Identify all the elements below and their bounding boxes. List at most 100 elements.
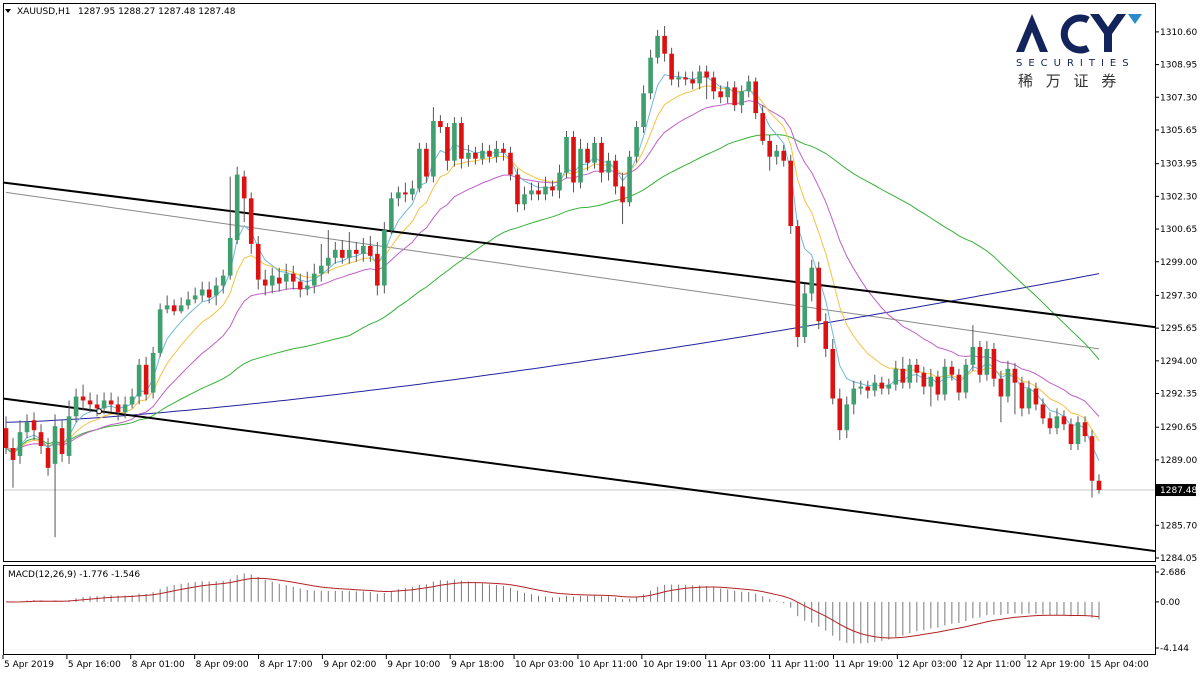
time-tick-label: 12 Apr 19:00: [1026, 660, 1085, 670]
candle-body: [662, 35, 667, 54]
candle-body: [760, 113, 765, 141]
candle-body: [781, 150, 787, 161]
price-tick-label: 1303.95: [1160, 160, 1197, 170]
candle-body: [24, 422, 30, 433]
time-tick-label: 10 Apr 19:00: [643, 660, 702, 670]
candle-body: [101, 400, 107, 409]
candle-body: [515, 174, 520, 205]
candle-body: [543, 186, 548, 195]
candle-body: [1005, 368, 1011, 397]
candle-body: [928, 376, 934, 387]
ema10-line: [5, 85, 1100, 451]
candle-body: [851, 388, 857, 405]
candle-body: [914, 364, 920, 373]
candle-body: [704, 71, 709, 78]
candle-body: [150, 352, 156, 393]
time-tick-label: 10 Apr 11:00: [579, 660, 638, 670]
candle-body: [318, 265, 324, 274]
candle-body: [501, 148, 506, 153]
candle-body: [634, 127, 639, 157]
candle-body: [262, 279, 268, 286]
candle-body: [10, 448, 16, 460]
candle-body: [1068, 424, 1074, 445]
candle-body: [522, 194, 527, 205]
candle-body: [87, 400, 93, 405]
time-tick-label: 9 Apr 10:00: [387, 660, 440, 670]
candle-body: [1040, 404, 1046, 419]
candle-body: [255, 243, 261, 280]
candle-body: [431, 121, 436, 177]
candle-body: [823, 321, 829, 349]
candle-body: [382, 230, 387, 286]
candle-body: [557, 172, 562, 191]
candle-body: [571, 136, 576, 183]
candle-body: [893, 368, 899, 385]
candle-body: [1082, 422, 1088, 437]
candle-body: [627, 156, 632, 203]
candle-body: [1054, 416, 1060, 429]
candle-body: [1019, 382, 1025, 409]
candle-body: [998, 378, 1004, 397]
candle-body: [746, 81, 751, 92]
candle-body: [599, 142, 604, 173]
candle-body: [564, 136, 569, 173]
candle-body: [234, 174, 240, 240]
candle-body: [578, 148, 583, 183]
candle-body: [613, 160, 618, 187]
candle-body: [389, 198, 394, 231]
candle-body: [354, 249, 359, 254]
candle-body: [690, 79, 695, 84]
candle-body: [550, 186, 555, 191]
price-tick-label: 1289.00: [1160, 456, 1197, 466]
candle-body: [956, 374, 962, 393]
candle-body: [136, 364, 142, 397]
candle-body: [248, 198, 254, 244]
symbol-dropdown-icon[interactable]: [5, 9, 11, 13]
candle-body: [977, 346, 983, 375]
candle-body: [620, 186, 625, 203]
candle-body: [641, 93, 646, 128]
candle-body: [52, 426, 58, 464]
candle-body: [178, 305, 184, 312]
macd-frame: [3, 565, 1156, 655]
candle-body: [606, 160, 611, 173]
candle-body: [199, 289, 205, 296]
trendline-2: [2, 397, 1156, 553]
macd-signal-line: [5, 577, 1100, 639]
time-tick-label: 8 Apr 09:00: [196, 660, 249, 670]
candle-body: [45, 448, 51, 468]
candle-body: [739, 91, 744, 106]
candle-body: [459, 123, 464, 159]
time-tick-label: 8 Apr 01:00: [132, 660, 185, 670]
candle-body: [1026, 388, 1032, 409]
candle-body: [655, 35, 660, 58]
candle-body: [143, 364, 149, 395]
brand-sub: SECURITIES: [1016, 58, 1135, 69]
candle-body: [900, 368, 906, 383]
candle-body: [711, 77, 716, 92]
price-tick-label: 1310.60: [1160, 28, 1197, 38]
candle-body: [921, 372, 927, 387]
symbol-label: XAUUSD,H1: [17, 7, 71, 17]
candle-body: [809, 267, 815, 294]
candle-body: [129, 396, 135, 405]
candle-body: [227, 237, 233, 276]
candle-body: [80, 396, 86, 401]
candle-body: [697, 71, 702, 84]
candle-body: [375, 253, 380, 286]
candle-body: [241, 176, 247, 199]
time-tick-label: 11 Apr 19:00: [834, 660, 893, 670]
acy-logo: SECURITIES 稀 万 证 券: [1016, 14, 1142, 90]
candle-body: [290, 273, 296, 282]
candle-body: [325, 257, 331, 266]
candle-body: [795, 226, 801, 338]
candle-body: [66, 416, 72, 456]
ema20-line: [5, 100, 1100, 450]
price-tick-label: 1299.00: [1160, 258, 1197, 268]
candle-body: [480, 150, 485, 159]
candle-body: [718, 91, 723, 98]
trendline-1: [2, 181, 1156, 329]
candle-body: [753, 81, 758, 114]
candle-body: [403, 192, 408, 195]
